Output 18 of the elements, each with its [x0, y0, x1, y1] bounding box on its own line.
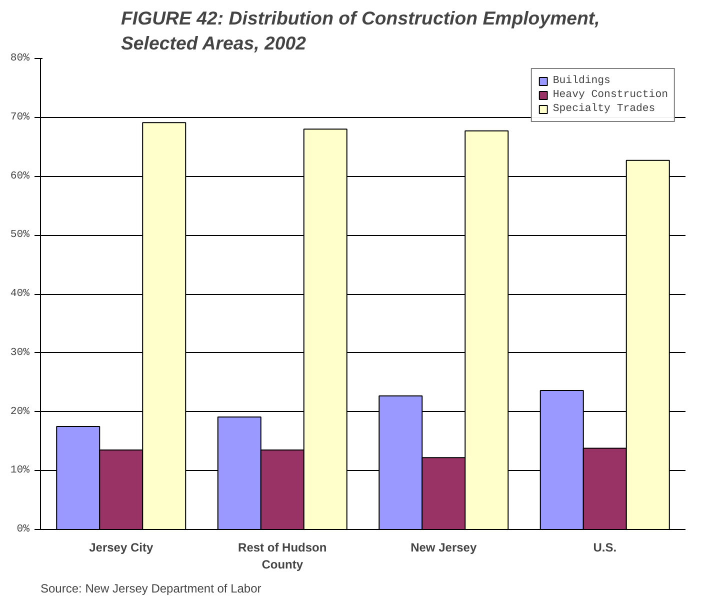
y-tick-label: 10% — [10, 464, 30, 477]
chart-title: FIGURE 42: Distribution of Construction Employment, Selected Areas, 2002 — [120, 7, 600, 54]
y-tick-label: 0% — [16, 524, 30, 536]
x-tick-label: U.S. — [593, 540, 617, 554]
source-note: Source: New Jersey Department of Labor — [40, 582, 262, 596]
y-tick-label: 30% — [10, 346, 30, 359]
y-tick-label: 60% — [10, 170, 30, 182]
legend-label: Heavy Construction — [552, 89, 668, 101]
legend-label: Specialty Trades — [552, 103, 656, 115]
y-tick-label: 50% — [10, 229, 30, 242]
y-tick-label: 20% — [10, 406, 30, 418]
x-tick-label: Jersey City — [89, 540, 154, 554]
y-tick-label: 80% — [10, 52, 30, 64]
x-tick-label: Rest of Hudson County — [238, 540, 327, 572]
y-tick-label: 40% — [10, 288, 30, 300]
legend-label: Buildings — [552, 75, 610, 87]
y-tick-label: 70% — [10, 111, 30, 124]
x-tick-label: New Jersey — [410, 540, 477, 554]
